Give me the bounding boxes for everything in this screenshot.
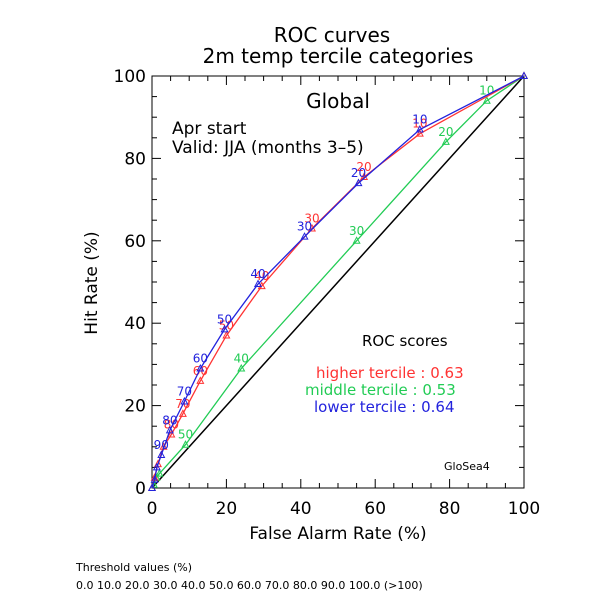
point-label: 20: [356, 160, 371, 174]
data-point: [180, 396, 189, 405]
threshold-values: 0.0 10.0 20.0 30.0 40.0 50.0 60.0 70.0 8…: [76, 579, 423, 592]
data-point: [196, 376, 205, 384]
score-lower-tercile: lower tercile : 0.64: [314, 398, 455, 416]
point-label: 50: [178, 428, 193, 442]
point-label: 90: [154, 438, 169, 452]
data-point: [178, 409, 187, 417]
point-label: 10: [412, 113, 427, 127]
data-point: [157, 450, 166, 459]
data-point: [354, 178, 363, 187]
data-point: [415, 124, 424, 133]
x-tick-label: 20: [216, 499, 238, 519]
x-tick-label: 60: [364, 499, 386, 519]
data-point: [441, 137, 450, 145]
data-point: [352, 236, 361, 244]
x-tick-label: 0: [147, 499, 158, 519]
no-skill-diagonal: [151, 75, 525, 489]
y-tick-label: 100: [114, 67, 146, 87]
series-line-lower-tercile: [151, 75, 525, 489]
start-label: Apr start: [172, 119, 247, 139]
data-point: [222, 330, 231, 339]
point-label: 40: [250, 267, 265, 281]
point-label: 50: [217, 312, 232, 326]
data-point: [257, 281, 266, 290]
data-point: [237, 363, 246, 372]
chart-subtitle: 2m temp tercile categories: [203, 44, 474, 68]
roc-scores-title: ROC scores: [362, 332, 448, 350]
score-higher-tercile: higher tercile : 0.63: [316, 364, 464, 382]
x-axis-label: False Alarm Rate (%): [249, 524, 426, 544]
data-point: [482, 96, 491, 104]
y-axis: 0 20 40 60 80 100: [114, 67, 524, 499]
x-tick-label: 100: [508, 499, 540, 519]
data-point: [253, 279, 263, 288]
data-point: [165, 425, 174, 434]
chart-title: ROC curves: [274, 23, 390, 47]
data-point: [519, 71, 529, 79]
data-point: [150, 475, 159, 483]
point-label: 30: [349, 224, 364, 238]
point-label: 40: [254, 269, 269, 283]
point-label: 30: [304, 211, 319, 225]
valid-label: Valid: JJA (months 3–5): [172, 138, 364, 158]
data-point: [152, 462, 161, 471]
y-axis-label: Hit Rate (%): [82, 231, 102, 334]
point-label: 30: [297, 220, 312, 234]
point-label: 60: [193, 352, 208, 366]
data-point: [196, 363, 205, 372]
data-point: [300, 232, 309, 240]
x-tick-label: 80: [439, 499, 461, 519]
series-layer: 5040302010807060504030201090807060504030…: [147, 71, 529, 491]
score-middle-tercile: middle tercile : 0.53: [305, 381, 456, 399]
series-line-middle-tercile: [151, 75, 525, 489]
point-label: 20: [351, 166, 366, 180]
x-axis: 0 20 40 60 80 100: [147, 76, 540, 519]
y-tick-label: 80: [124, 149, 146, 169]
data-point: [415, 129, 424, 137]
series-lower-tercile: 90 80 70 60 50 40 30 20 10: [147, 71, 529, 491]
point-label: 70: [177, 384, 192, 398]
point-label: 20: [438, 125, 453, 139]
data-point: [167, 429, 176, 438]
x-tick-label: 40: [290, 499, 312, 519]
data-point: [181, 440, 190, 448]
data-point: [147, 483, 157, 491]
series-middle-tercile: 50 40 30 20 10: [147, 71, 529, 491]
region-label: Global: [306, 89, 370, 113]
data-point: [220, 324, 229, 333]
point-label: 40: [234, 352, 249, 366]
y-tick-label: 20: [124, 397, 146, 417]
point-label: 80: [162, 413, 177, 427]
y-tick-label: 40: [124, 314, 146, 334]
y-tick-label: 60: [124, 232, 146, 252]
threshold-heading: Threshold values (%): [76, 561, 193, 574]
y-tick-label: 0: [135, 479, 146, 499]
data-point: [155, 469, 164, 477]
model-label: GloSea4: [444, 460, 490, 473]
